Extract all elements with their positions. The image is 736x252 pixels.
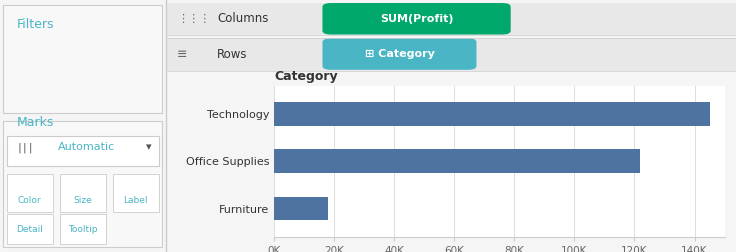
Text: SUM(Profit): SUM(Profit)	[380, 14, 453, 24]
Text: Tooltip: Tooltip	[68, 225, 98, 234]
FancyBboxPatch shape	[322, 38, 476, 70]
Text: Size: Size	[74, 196, 92, 205]
Text: Columns: Columns	[217, 12, 269, 25]
Text: Marks: Marks	[16, 116, 54, 129]
Text: Category: Category	[274, 70, 338, 83]
FancyBboxPatch shape	[3, 121, 162, 247]
Text: ≡: ≡	[177, 48, 188, 61]
FancyBboxPatch shape	[60, 174, 106, 212]
FancyBboxPatch shape	[322, 3, 511, 35]
Text: Detail: Detail	[16, 225, 43, 234]
FancyBboxPatch shape	[7, 174, 53, 212]
FancyBboxPatch shape	[3, 5, 162, 113]
Text: Color: Color	[18, 196, 42, 205]
Text: Rows: Rows	[217, 48, 247, 61]
FancyBboxPatch shape	[7, 136, 159, 166]
FancyBboxPatch shape	[166, 38, 736, 71]
FancyBboxPatch shape	[113, 174, 159, 212]
Text: Label: Label	[124, 196, 148, 205]
Bar	[274, 197, 328, 220]
FancyBboxPatch shape	[7, 214, 53, 244]
Text: Filters: Filters	[16, 18, 54, 31]
Bar	[274, 149, 640, 173]
Text: |||: |||	[16, 142, 34, 153]
Text: ⊞ Category: ⊞ Category	[364, 49, 434, 59]
Bar	[274, 102, 710, 126]
Text: Automatic: Automatic	[58, 142, 116, 152]
Text: ▾: ▾	[146, 142, 152, 152]
FancyBboxPatch shape	[166, 3, 736, 35]
Text: ⋮⋮⋮: ⋮⋮⋮	[177, 14, 210, 24]
FancyBboxPatch shape	[60, 214, 106, 244]
